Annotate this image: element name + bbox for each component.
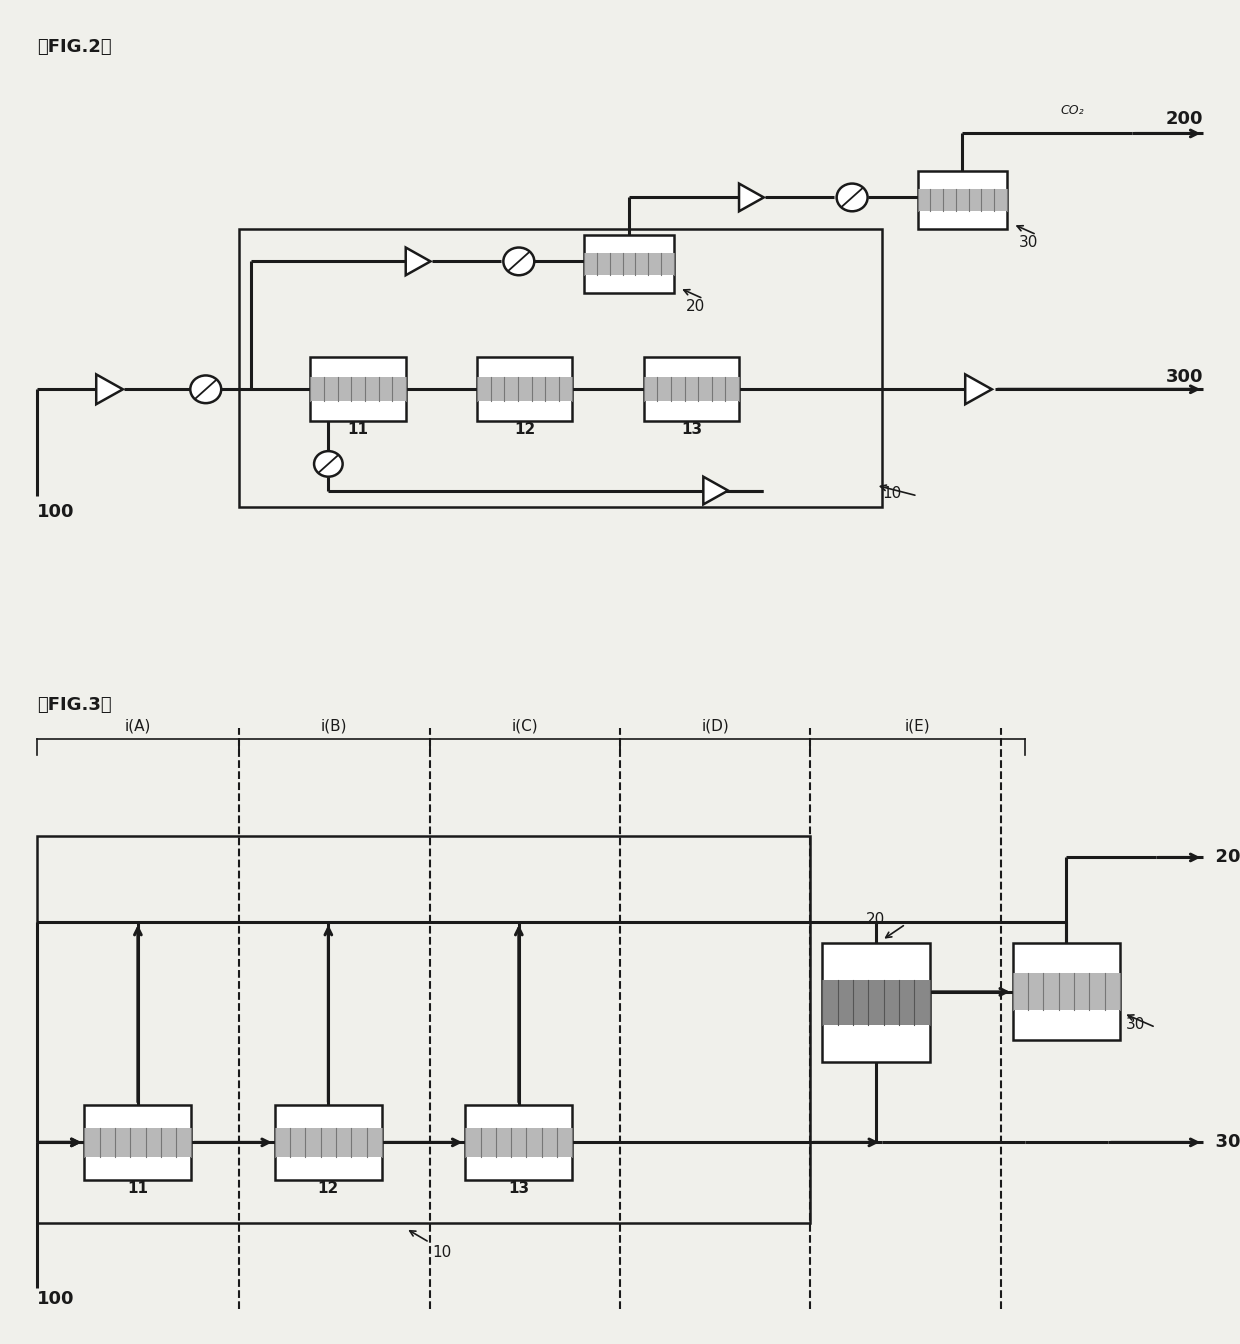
Text: 300: 300: [1166, 368, 1203, 386]
Text: 30: 30: [1019, 235, 1038, 250]
Text: i(B): i(B): [321, 719, 347, 734]
Text: 11: 11: [128, 1181, 149, 1196]
Text: 12: 12: [317, 1181, 339, 1196]
Text: 10: 10: [882, 487, 901, 501]
Text: 200: 200: [1203, 848, 1240, 867]
Polygon shape: [405, 247, 430, 276]
Bar: [310, 358, 405, 421]
Text: 100: 100: [37, 503, 74, 521]
Text: 12: 12: [515, 422, 536, 437]
Bar: [84, 1105, 191, 1180]
Bar: [477, 378, 573, 402]
Circle shape: [190, 375, 221, 403]
Text: CO₂: CO₂: [1060, 105, 1084, 117]
Bar: [310, 378, 405, 402]
Text: 13: 13: [681, 422, 702, 437]
Bar: [918, 190, 1007, 211]
Circle shape: [503, 247, 534, 276]
Bar: [1013, 973, 1120, 1011]
Polygon shape: [703, 477, 728, 504]
Text: 10: 10: [432, 1245, 451, 1259]
Circle shape: [837, 184, 868, 211]
Bar: [822, 943, 930, 1062]
Polygon shape: [739, 184, 764, 211]
Text: 30: 30: [1126, 1016, 1146, 1032]
Bar: [239, 230, 882, 507]
Bar: [584, 253, 673, 276]
Text: 13: 13: [508, 1181, 529, 1196]
Bar: [644, 378, 739, 402]
Bar: [918, 171, 1007, 230]
Bar: [465, 1105, 573, 1180]
Polygon shape: [965, 375, 992, 405]
Text: i(C): i(C): [511, 719, 538, 734]
Text: 20: 20: [686, 298, 704, 313]
Text: 【FIG.2】: 【FIG.2】: [37, 38, 112, 55]
Circle shape: [314, 452, 342, 477]
Bar: [275, 1105, 382, 1180]
Bar: [1013, 943, 1120, 1040]
Text: 100: 100: [37, 1290, 74, 1308]
Text: 300: 300: [1203, 1133, 1240, 1152]
Bar: [275, 1128, 382, 1157]
Bar: [84, 1128, 191, 1157]
Bar: [822, 980, 930, 1025]
Bar: [584, 235, 673, 293]
Polygon shape: [97, 375, 123, 405]
Bar: [644, 358, 739, 421]
Bar: [477, 358, 573, 421]
Text: i(E): i(E): [905, 719, 930, 734]
Text: 20: 20: [867, 913, 885, 927]
Text: 11: 11: [347, 422, 368, 437]
Text: 200: 200: [1166, 110, 1203, 128]
Bar: [37, 836, 811, 1223]
Bar: [465, 1128, 573, 1157]
Text: i(A): i(A): [125, 719, 151, 734]
Text: i(D): i(D): [702, 719, 729, 734]
Text: 【FIG.3】: 【FIG.3】: [37, 696, 112, 714]
